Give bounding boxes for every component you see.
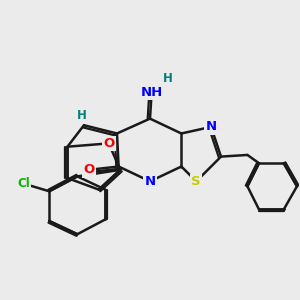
Text: O: O — [103, 137, 114, 150]
Text: O: O — [83, 163, 94, 176]
Text: N: N — [144, 175, 156, 188]
Text: H: H — [163, 73, 173, 85]
Text: S: S — [191, 175, 201, 188]
Text: NH: NH — [140, 86, 163, 99]
Text: Cl: Cl — [17, 177, 30, 190]
Text: N: N — [206, 120, 217, 134]
Text: H: H — [77, 109, 87, 122]
